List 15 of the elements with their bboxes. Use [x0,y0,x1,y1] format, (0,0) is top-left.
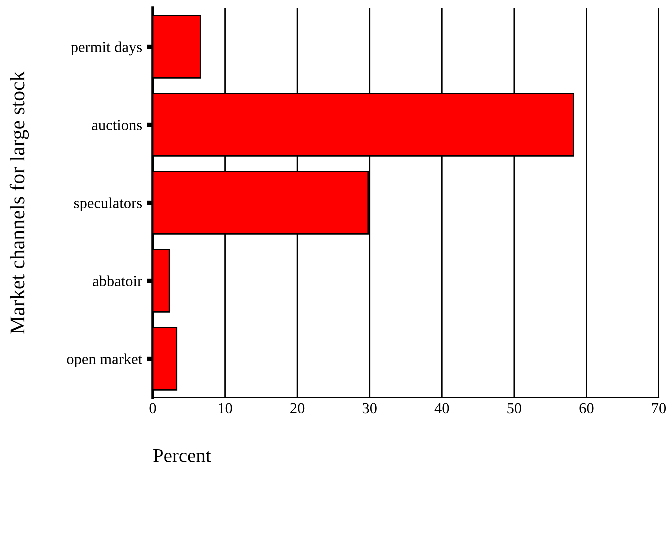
x-tick-label: 50 [508,403,522,414]
y-tick-label: abbatoir [93,276,142,286]
x-axis-title: Percent [154,449,212,462]
x-tick-label: 10 [218,403,232,414]
y-tick-label: permit days [71,42,142,56]
y-axis-title: Market channels for large stock [10,71,30,334]
x-tick-label: 20 [290,403,305,414]
x-tick-label: 30 [362,403,377,414]
x-tick-label: 60 [580,403,594,414]
x-tick-label: 70 [652,403,666,414]
y-tick-label: auctions [92,120,142,130]
y-tick-label: open market [67,354,142,368]
x-tick-label: 0 [150,403,156,414]
y-tick-label: speculators [74,198,142,212]
x-tick-label: 40 [434,403,450,414]
